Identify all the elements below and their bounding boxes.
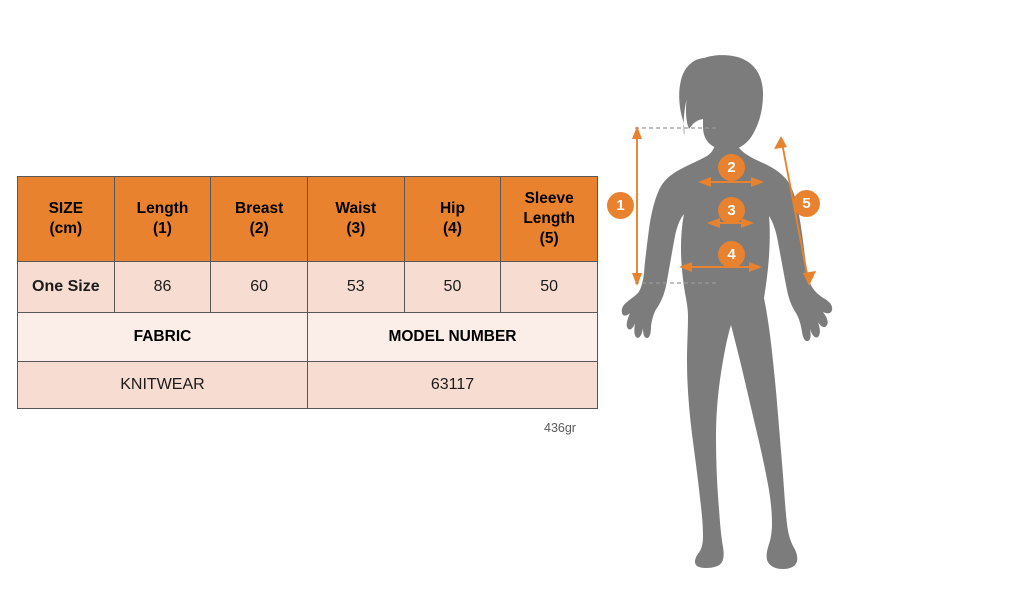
header-cell-length: Length (1) [113, 176, 212, 262]
table-subheader-row: FABRIC MODEL NUMBER [17, 312, 599, 362]
cell-length-value: 86 [113, 261, 212, 313]
length-arrow [632, 126, 642, 286]
header-cell-fabric: FABRIC [17, 312, 308, 362]
header-line: (5) [539, 229, 559, 247]
cell-waist-value: 53 [306, 261, 405, 313]
body-shape [621, 135, 833, 569]
header-cell-size: SIZE (cm) [17, 176, 115, 262]
mannequin-diagram [621, 55, 833, 569]
header-line: Hip [439, 200, 465, 218]
header-line: SIZE [48, 200, 84, 218]
header-line: Sleeve [524, 190, 574, 208]
weight-note: 436gr [544, 421, 576, 435]
header-line: Breast [235, 200, 284, 218]
table-row: One Size 86 60 53 50 50 [17, 261, 598, 313]
header-line: (1) [153, 220, 172, 237]
head-shape [679, 55, 763, 151]
table-header-row: SIZE (cm) Length (1) Breast (2) Waist (3… [17, 176, 598, 262]
header-cell-waist: Waist (3) [306, 176, 405, 262]
header-cell-model-number: MODEL NUMBER [306, 312, 599, 362]
measurement-figure [600, 20, 900, 580]
header-line: (cm) [49, 220, 83, 237]
breast-arrow [698, 177, 764, 187]
cell-hip-value: 50 [403, 261, 502, 313]
size-chart-table: SIZE (cm) Length (1) Breast (2) Waist (3… [17, 176, 599, 409]
header-line: (3) [346, 220, 366, 237]
cell-fabric-value: KNITWEAR [17, 361, 308, 409]
cell-breast-value: 60 [210, 261, 308, 313]
silhouette-icon [621, 55, 833, 569]
marker-badge-5: 5 [793, 190, 820, 217]
header-line: Waist [335, 200, 377, 218]
header-line: Length [523, 210, 575, 228]
hip-arrow [679, 262, 762, 272]
marker-badge-2: 2 [718, 154, 745, 181]
header-cell-sleeve-length: Sleeve Length (5) [500, 176, 598, 262]
header-line: (4) [442, 220, 462, 237]
cell-size-value: One Size [17, 261, 115, 313]
marker-badge-1: 1 [607, 192, 634, 219]
table-row: KNITWEAR 63117 [17, 361, 599, 409]
header-line: (2) [249, 220, 269, 237]
header-cell-breast: Breast (2) [210, 176, 308, 262]
cell-sleeve-length-value: 50 [500, 261, 598, 313]
cell-model-number-value: 63117 [306, 361, 599, 409]
header-cell-hip: Hip (4) [403, 176, 502, 262]
marker-badge-3: 3 [718, 197, 745, 224]
header-line: Length [136, 200, 189, 218]
marker-badge-4: 4 [718, 241, 745, 268]
